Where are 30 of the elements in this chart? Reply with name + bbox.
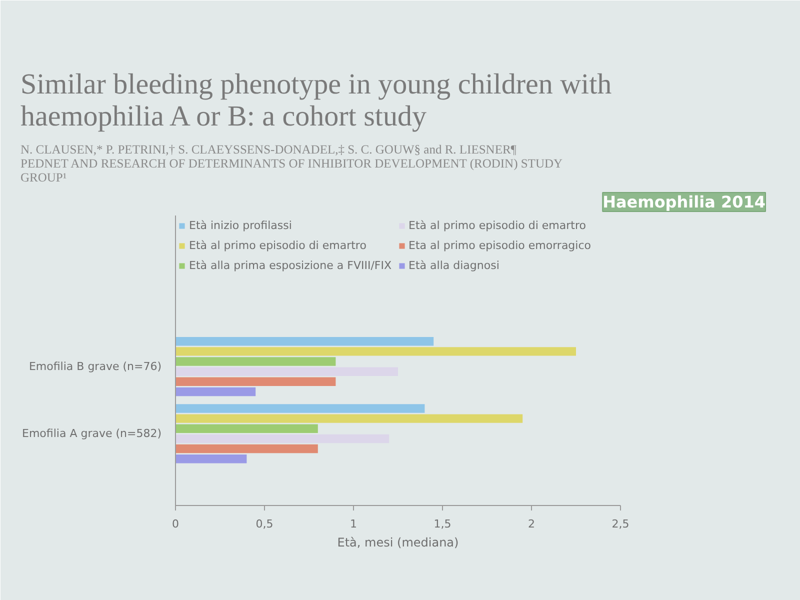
y-tick-label: Emofilia B grave (n=76) [28,360,162,374]
bar [176,367,398,376]
legend-label: Età al primo episodio di emartro [189,238,366,252]
x-axis-title: Età, mesi (mediana) [337,536,459,550]
x-tick-label: 2 [528,518,535,530]
legend-label: Età inizio profilassi [189,218,292,232]
bar [176,414,523,423]
bar [176,337,434,346]
chart-title: Similar bleeding phenotype in young children with haemophilia A or B: a cohort study [20,68,612,132]
bar [176,347,576,356]
x-tick-label: 0,5 [256,518,274,530]
y-tick-label: Emofilia A grave (n=582) [22,427,162,440]
bar [176,454,247,464]
chart-subtitle: N. CLAUSEN,* P. PETRINI,† S. CLAEYSSENS-DONADEL,‡ S. C. GOUW§ and R. LIESNER¶ PEDNET AND RESEARCH OF DETERMINANTS OF INHIBITOR DEVELOPMENT (RODIN) STUDY GROUP¹ [20,142,563,184]
text: Haemophilia 2014 [602,192,766,212]
bar [176,357,336,366]
bar [176,444,318,454]
legend-label: Eta al primo episodio emorragico [408,238,591,252]
bar [176,387,256,396]
legend-label: Età alla prima esposizione a FVIII/FIX [189,258,392,272]
bar [176,404,425,413]
bar [176,377,336,386]
legend-label: Età al primo episodio di emartro [408,218,586,232]
bar [176,434,390,444]
legend-label: Età alla diagnosi [408,258,500,272]
x-tick-label: 2,5 [612,518,630,530]
x-tick-label: 1 [350,518,357,530]
bar [176,424,318,433]
x-tick-label: 0 [172,518,179,530]
x-tick-label: 1,5 [434,518,452,530]
